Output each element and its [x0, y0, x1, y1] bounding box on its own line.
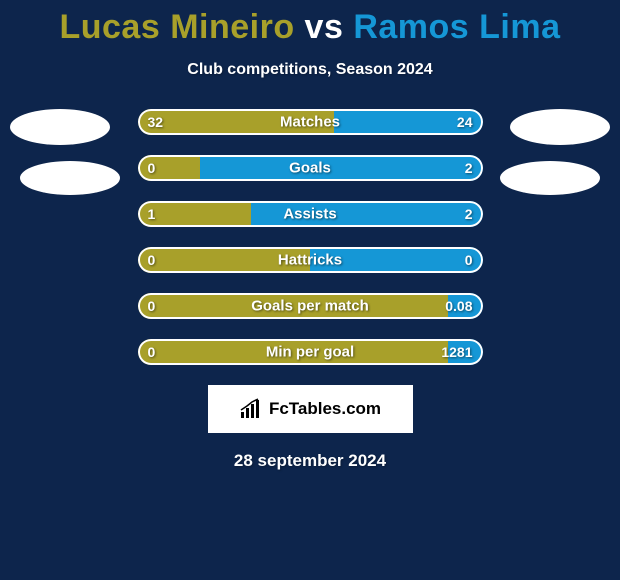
stat-label: Matches — [280, 114, 340, 131]
chart-icon — [239, 398, 263, 420]
stat-value-left: 0 — [148, 252, 156, 268]
stat-label: Goals — [289, 160, 331, 177]
stat-value-right: 2 — [465, 206, 473, 222]
stat-value-left: 1 — [148, 206, 156, 222]
stat-value-right: 24 — [457, 114, 473, 130]
stat-label: Hattricks — [278, 252, 342, 269]
stat-label: Goals per match — [251, 298, 369, 315]
stat-row: Matches 32 24 — [138, 109, 483, 135]
stats-area: Matches3224Goals02Assists12Hattricks00Go… — [0, 109, 620, 365]
stat-value-right: 1281 — [441, 344, 472, 360]
stat-row: Assists 1 2 — [138, 201, 483, 227]
title-player1: Lucas Mineiro — [59, 8, 294, 46]
stat-row: Hattricks 0 0 — [138, 247, 483, 273]
logo-text: FcTables.com — [269, 399, 381, 419]
stat-row: Goals per match 0 0.08 — [138, 293, 483, 319]
player2-avatar-top — [510, 109, 610, 145]
stat-value-left: 0 — [148, 160, 156, 176]
title-vs: vs — [305, 8, 344, 46]
comparison-infographic: Lucas Mineiro vs Ramos Lima Club competi… — [0, 0, 620, 580]
logo-box: FcTables.com — [208, 385, 413, 433]
stat-bars: Matches3224Goals02Assists12Hattricks00Go… — [138, 109, 483, 365]
player2-avatar-bottom — [500, 161, 600, 195]
stat-row: Min per goal 0 1281 — [138, 339, 483, 365]
stat-label: Min per goal — [266, 344, 354, 361]
stat-row: Goals 0 2 — [138, 155, 483, 181]
stat-value-right: 0.08 — [445, 298, 472, 314]
stat-value-left: 32 — [148, 114, 164, 130]
subtitle: Club competitions, Season 2024 — [0, 61, 620, 79]
player1-avatar-bottom — [20, 161, 120, 195]
date-text: 28 september 2024 — [0, 451, 620, 471]
title-player2: Ramos Lima — [353, 8, 560, 46]
page-title: Lucas Mineiro vs Ramos Lima — [0, 0, 620, 47]
stat-value-right: 2 — [465, 160, 473, 176]
stat-value-right: 0 — [465, 252, 473, 268]
stat-label: Assists — [283, 206, 336, 223]
player1-avatar-top — [10, 109, 110, 145]
stat-value-left: 0 — [148, 298, 156, 314]
stat-value-left: 0 — [148, 344, 156, 360]
